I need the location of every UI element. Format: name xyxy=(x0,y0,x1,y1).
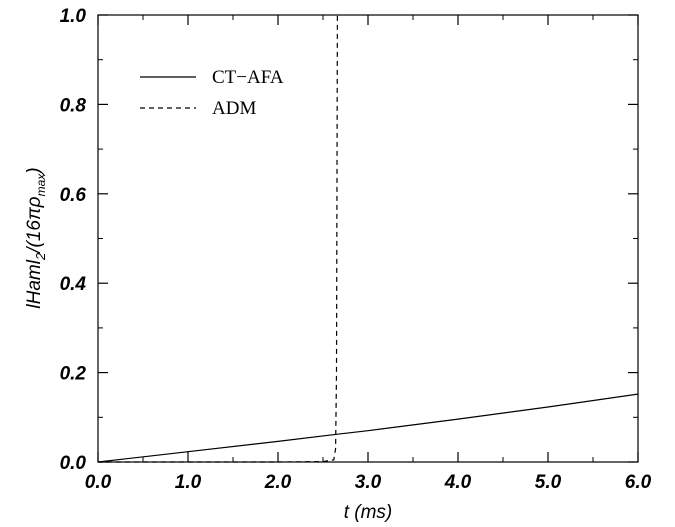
y-tick-label: 0.2 xyxy=(60,364,87,385)
x-tick-label: 4.0 xyxy=(444,472,472,493)
legend: CT−AFA ADM xyxy=(140,67,284,119)
series-layer xyxy=(97,14,639,463)
x-tick-label: 3.0 xyxy=(355,472,382,493)
plot-frame xyxy=(97,14,639,463)
y-axis-title: lHaml2/(16πρmax) xyxy=(24,167,48,308)
x-tick-label: 5.0 xyxy=(535,472,562,493)
y-tick-label: 0.4 xyxy=(60,274,87,295)
x-tick-label: 2.0 xyxy=(264,472,292,493)
y-tick-label: 0.0 xyxy=(60,453,87,474)
x-tick-label: 1.0 xyxy=(175,472,202,493)
legend-label-adm: ADM xyxy=(212,98,256,119)
series-line-adm xyxy=(98,14,338,463)
x-tick-label: 0.0 xyxy=(85,472,112,493)
series-line-ct-afa xyxy=(97,393,639,463)
legend-label-ct-afa: CT−AFA xyxy=(212,67,284,88)
x-axis-title: t (ms) xyxy=(344,502,393,523)
y-tick-label: 0.6 xyxy=(60,185,87,206)
y-axis: 0.0 0.2 0.4 0.6 0.8 1.0 xyxy=(60,6,638,474)
y-tick-label: 0.8 xyxy=(60,95,87,116)
x-axis: 0.0 1.0 2.0 3.0 4.0 5.0 6.0 xyxy=(85,15,652,493)
x-tick-label: 6.0 xyxy=(625,472,652,493)
y-tick-label: 1.0 xyxy=(60,6,87,27)
